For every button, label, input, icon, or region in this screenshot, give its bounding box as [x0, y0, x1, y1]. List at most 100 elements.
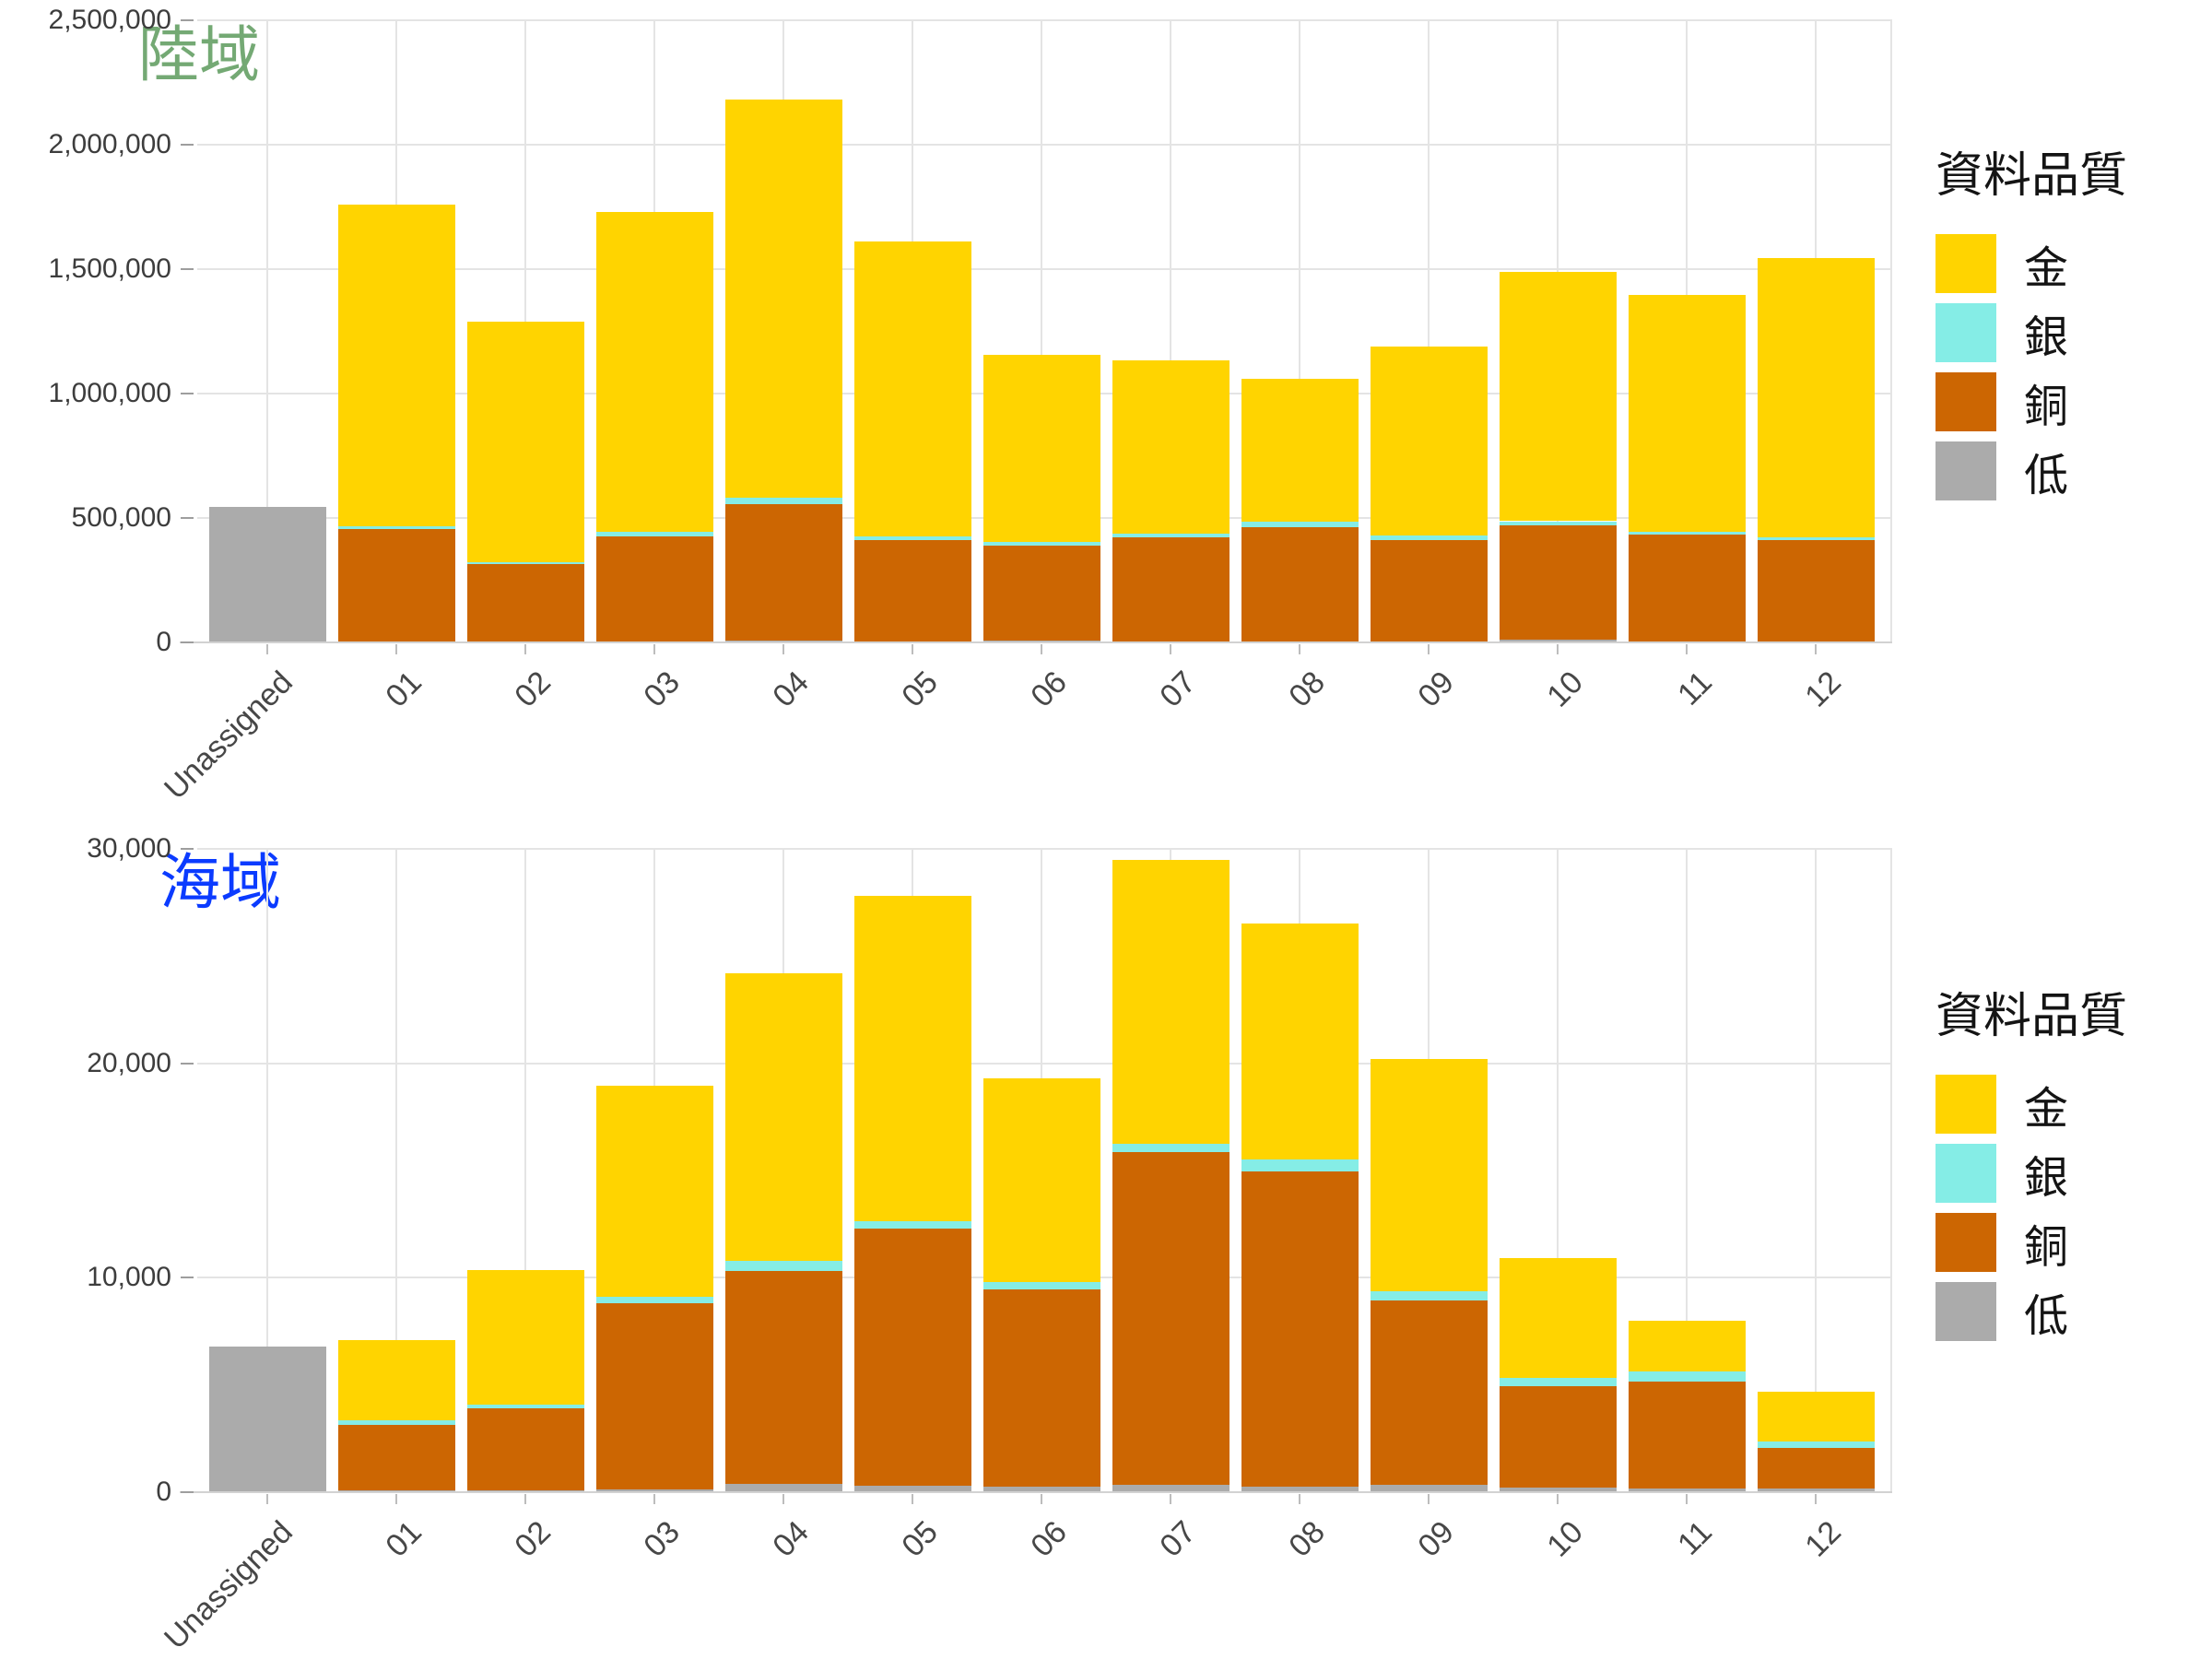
- bar-04-copper: [724, 1271, 842, 1484]
- bar-11-gold: [1628, 295, 1746, 532]
- legend-item-label: 金: [2024, 244, 2069, 293]
- bar-02-silver: [466, 1404, 584, 1409]
- legend-item-label: 銅: [2024, 1223, 2069, 1272]
- x-axis-tick: [1299, 644, 1300, 654]
- bar-02-silver: [466, 561, 584, 565]
- bar-03-silver: [595, 1297, 713, 1304]
- x-axis-tick: [1557, 644, 1559, 654]
- bar-05-gold: [853, 241, 971, 537]
- y-axis-tick: [181, 268, 194, 270]
- legend-item: 低: [1936, 1279, 2212, 1344]
- bar-05-gold: [853, 896, 971, 1221]
- bar-08-copper: [1241, 527, 1359, 642]
- legend-item-label: 銅: [2024, 382, 2069, 431]
- x-axis-line: [180, 1491, 1892, 1493]
- bar-10-gold: [1499, 1258, 1617, 1378]
- vertical-gridline: [1041, 20, 1042, 642]
- x-axis-tick: [524, 1494, 526, 1504]
- y-axis-tick: [181, 1062, 194, 1065]
- bar-12-silver: [1757, 1441, 1875, 1448]
- legend-swatch-gold: [1936, 234, 1996, 293]
- bar-03-copper: [595, 535, 713, 642]
- bar-05-silver: [853, 1220, 971, 1229]
- bar-01-gold: [337, 1339, 455, 1421]
- x-axis-tick: [524, 644, 526, 654]
- legend-item-label: 金: [2024, 1085, 2069, 1134]
- x-axis-tick: [266, 644, 268, 654]
- bar-09-low: [1370, 1484, 1488, 1492]
- x-axis-line: [180, 641, 1892, 643]
- y-axis-label: 1,000,000: [48, 378, 171, 408]
- bar-05-copper: [853, 540, 971, 642]
- x-axis-tick: [653, 1494, 655, 1504]
- bar-10-gold: [1499, 271, 1617, 522]
- bar-01-gold: [337, 204, 455, 526]
- bar-04-low: [724, 640, 842, 642]
- bar-10-low: [1499, 1488, 1617, 1492]
- bar-09-gold: [1370, 346, 1488, 535]
- x-axis-tick: [1428, 644, 1430, 654]
- bar-01-copper: [337, 529, 455, 642]
- bar-05-low: [853, 1486, 971, 1492]
- bar-11-copper: [1628, 1382, 1746, 1489]
- bar-08-copper: [1241, 1171, 1359, 1488]
- bar-06-gold: [982, 355, 1100, 543]
- bar-03-gold: [595, 1086, 713, 1298]
- bar-06-gold: [982, 1077, 1100, 1282]
- legend-item-label: 低: [2024, 452, 2069, 500]
- x-axis-tick: [1428, 1494, 1430, 1504]
- bar-12-gold: [1757, 257, 1875, 538]
- legend-item-label: 銀: [2024, 313, 2069, 362]
- legend-swatch-gold: [1936, 1075, 1996, 1134]
- vertical-gridline: [266, 20, 268, 642]
- legend-item: 銅: [1936, 370, 2212, 434]
- chart-title: 海域: [159, 848, 281, 916]
- y-axis-label: 2,500,000: [48, 5, 171, 35]
- y-axis-label: 30,000: [87, 833, 171, 864]
- vertical-gridline: [1890, 20, 1892, 642]
- x-axis-tick: [1815, 644, 1817, 654]
- horizontal-gridline: [197, 19, 1892, 21]
- bar-11-copper: [1628, 534, 1746, 642]
- legend-swatch-silver: [1936, 303, 1996, 362]
- bar-01-silver: [337, 1420, 455, 1425]
- x-axis-tick: [266, 1494, 268, 1504]
- vertical-gridline: [395, 849, 397, 1492]
- bar-12-copper: [1757, 1447, 1875, 1489]
- bar-12-gold: [1757, 1391, 1875, 1442]
- bar-11-silver: [1628, 531, 1746, 535]
- bar-04-low: [724, 1483, 842, 1492]
- bar-10-silver: [1499, 1377, 1617, 1386]
- horizontal-gridline: [197, 1062, 1892, 1065]
- chart-title: 陸域: [138, 20, 260, 88]
- bar-08-gold: [1241, 378, 1359, 522]
- bar-11-silver: [1628, 1371, 1746, 1382]
- x-axis-tick: [653, 644, 655, 654]
- bar-07-low: [1112, 1484, 1230, 1492]
- x-axis-tick: [782, 1494, 784, 1504]
- x-axis-label: Unassigned: [158, 1514, 300, 1656]
- bar-07-copper: [1112, 1152, 1230, 1485]
- bar-06-low: [982, 1487, 1100, 1492]
- legend: 資料品質金銀銅低: [1936, 136, 2212, 508]
- bar-09-copper: [1370, 1300, 1488, 1485]
- legend-item: 銀: [1936, 300, 2212, 365]
- bar-10-copper: [1499, 524, 1617, 641]
- bar-12-low: [1757, 1488, 1875, 1492]
- bar-12-silver: [1757, 537, 1875, 540]
- bar-08-low: [1241, 1487, 1359, 1492]
- vertical-gridline: [1299, 20, 1300, 642]
- bar-05-copper: [853, 1228, 971, 1486]
- x-axis-tick: [912, 644, 913, 654]
- bar-08-silver: [1241, 1159, 1359, 1172]
- bar-06-silver: [982, 1281, 1100, 1290]
- bar-05-silver: [853, 536, 971, 541]
- legend-swatch-silver: [1936, 1144, 1996, 1203]
- y-axis-label: 0: [156, 627, 171, 657]
- bar-02-gold: [466, 321, 584, 562]
- y-axis-label: 20,000: [87, 1047, 171, 1078]
- bar-02-gold: [466, 1270, 584, 1405]
